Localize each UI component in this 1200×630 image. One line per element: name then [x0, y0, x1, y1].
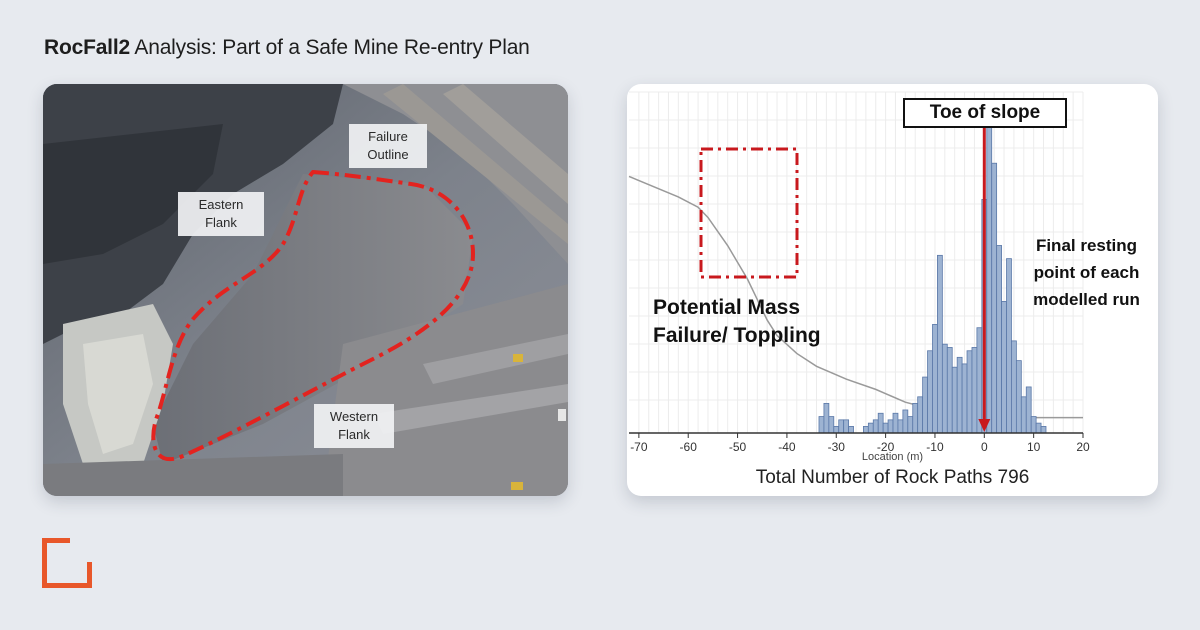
eastern-flank-label: Eastern Flank	[178, 192, 264, 236]
histogram-bar	[818, 416, 825, 434]
histogram-bar	[1040, 426, 1047, 434]
histogram-bar	[912, 402, 919, 434]
western-flank-label: Western Flank	[314, 404, 394, 448]
histogram-bar	[1035, 422, 1042, 434]
x-tick-label: -30	[828, 440, 846, 454]
histogram-bar	[907, 416, 914, 434]
histogram-bar	[961, 363, 968, 434]
histogram-bar	[966, 350, 973, 434]
histogram-bar	[877, 412, 884, 434]
failure-outline	[151, 169, 476, 462]
x-tick-label: 0	[981, 440, 988, 454]
histogram-bar	[823, 402, 830, 434]
title-text: Analysis: Part of a Safe Mine Re-entry P…	[129, 36, 530, 59]
histogram-bar	[946, 347, 953, 434]
histogram-bar	[843, 419, 849, 434]
toe-arrow-head	[978, 419, 991, 432]
histogram-bar	[863, 426, 869, 434]
histogram-bar	[917, 396, 924, 434]
rockfall-histogram: -70 -60 -50 -40 -30 -20 -10 0 10 20	[628, 91, 1090, 454]
brand-name: RocFall2	[44, 36, 130, 59]
histogram-bar	[986, 107, 993, 434]
x-tick-label: -50	[729, 440, 747, 454]
histogram-bar	[867, 422, 874, 434]
histogram-bar	[991, 162, 998, 434]
histogram-bar	[828, 416, 835, 434]
histogram-bar	[902, 409, 909, 434]
failure-outline-label: Failure Outline	[349, 124, 427, 168]
histogram-bar	[838, 419, 845, 434]
histogram-bar	[932, 324, 938, 434]
histogram-bar	[848, 426, 854, 434]
x-tick-label: 10	[1027, 440, 1041, 454]
histogram-bar	[937, 254, 943, 434]
histogram-bar	[897, 419, 904, 434]
histogram-bar	[892, 412, 899, 434]
histogram-bar	[996, 245, 1002, 434]
aerial-photo-panel: Failure Outline Eastern Flank Western Fl…	[43, 84, 568, 496]
x-tick-label: -20	[877, 440, 895, 454]
histogram-bar	[1025, 386, 1032, 434]
toe-of-slope-label: Toe of slope	[903, 98, 1067, 128]
histogram-bar	[1011, 340, 1017, 434]
resting-point-annotation: Final resting point of each modelled run	[1033, 236, 1140, 309]
total-rock-paths: Total Number of Rock Paths 796	[755, 467, 1030, 488]
mass-failure-annotation: Potential Mass Failure/ Toppling	[653, 296, 821, 347]
x-tick-label: -10	[926, 440, 944, 454]
histogram-bar	[1015, 360, 1022, 434]
histogram-bar	[887, 419, 894, 434]
histogram-bar	[1020, 396, 1027, 434]
histogram-bar	[956, 356, 963, 434]
x-tick-label: -40	[778, 440, 796, 454]
mass-failure-box	[699, 147, 799, 279]
x-axis-label: Location (m)	[861, 451, 924, 463]
histogram-bar	[882, 422, 889, 434]
histogram-bar	[872, 419, 879, 434]
brand-logo-icon	[42, 538, 92, 588]
quarry-photo	[43, 84, 568, 496]
histogram-bar	[941, 343, 948, 434]
page-title: RocFall2 Analysis: Part of a Safe Mine R…	[44, 36, 530, 60]
x-tick-label: 20	[1076, 440, 1090, 454]
histogram-bar	[833, 426, 840, 434]
x-tick-label: -60	[680, 440, 698, 454]
histogram-bar	[1006, 258, 1012, 434]
rockfall-chart-panel: -70 -60 -50 -40 -30 -20 -10 0 10 20 Toe of slope …	[627, 84, 1158, 496]
histogram-bar	[976, 327, 983, 434]
histogram-bar	[1001, 300, 1007, 434]
histogram-bar	[1030, 416, 1037, 434]
x-tick-label: -70	[630, 440, 648, 454]
histogram-bar	[922, 376, 928, 434]
histogram-bar	[971, 347, 978, 434]
histogram-bar	[951, 366, 958, 434]
histogram-bar	[927, 350, 933, 434]
